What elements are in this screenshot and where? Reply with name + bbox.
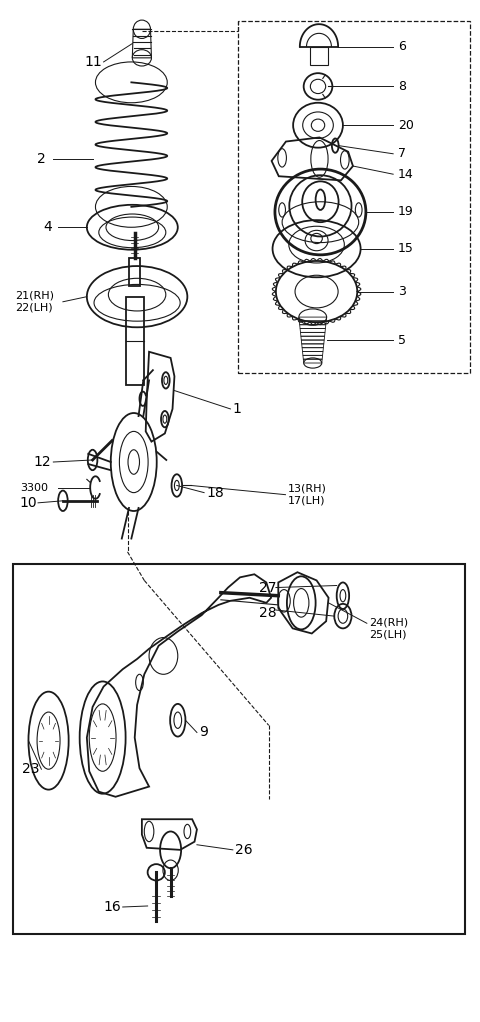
Text: 7: 7 — [398, 147, 406, 160]
Text: 6: 6 — [398, 40, 406, 53]
Text: 28: 28 — [259, 606, 277, 620]
Text: 2: 2 — [36, 152, 45, 166]
Text: 15: 15 — [398, 242, 414, 256]
Text: 19: 19 — [398, 205, 414, 219]
Text: 3300: 3300 — [20, 482, 48, 493]
Text: 10: 10 — [20, 496, 37, 510]
Text: 24(RH)
25(LH): 24(RH) 25(LH) — [369, 617, 408, 639]
Bar — [12, 564, 465, 933]
Text: 13(RH)
17(LH): 13(RH) 17(LH) — [288, 483, 327, 506]
Text: 8: 8 — [398, 80, 406, 93]
Text: 3: 3 — [398, 285, 406, 298]
Text: 20: 20 — [398, 119, 414, 132]
Text: 14: 14 — [398, 168, 414, 181]
Text: 11: 11 — [84, 55, 102, 68]
Text: 26: 26 — [235, 843, 253, 856]
Text: 4: 4 — [44, 221, 52, 234]
Text: 27: 27 — [259, 580, 276, 595]
Bar — [311, 47, 327, 65]
Text: 5: 5 — [398, 333, 406, 346]
Text: 18: 18 — [206, 485, 224, 500]
Text: 23: 23 — [22, 762, 40, 777]
Text: 21(RH)
22(LH): 21(RH) 22(LH) — [15, 291, 54, 313]
Text: 1: 1 — [233, 402, 242, 416]
Text: 12: 12 — [33, 455, 51, 469]
Text: 16: 16 — [104, 900, 121, 914]
Text: 9: 9 — [199, 726, 208, 740]
